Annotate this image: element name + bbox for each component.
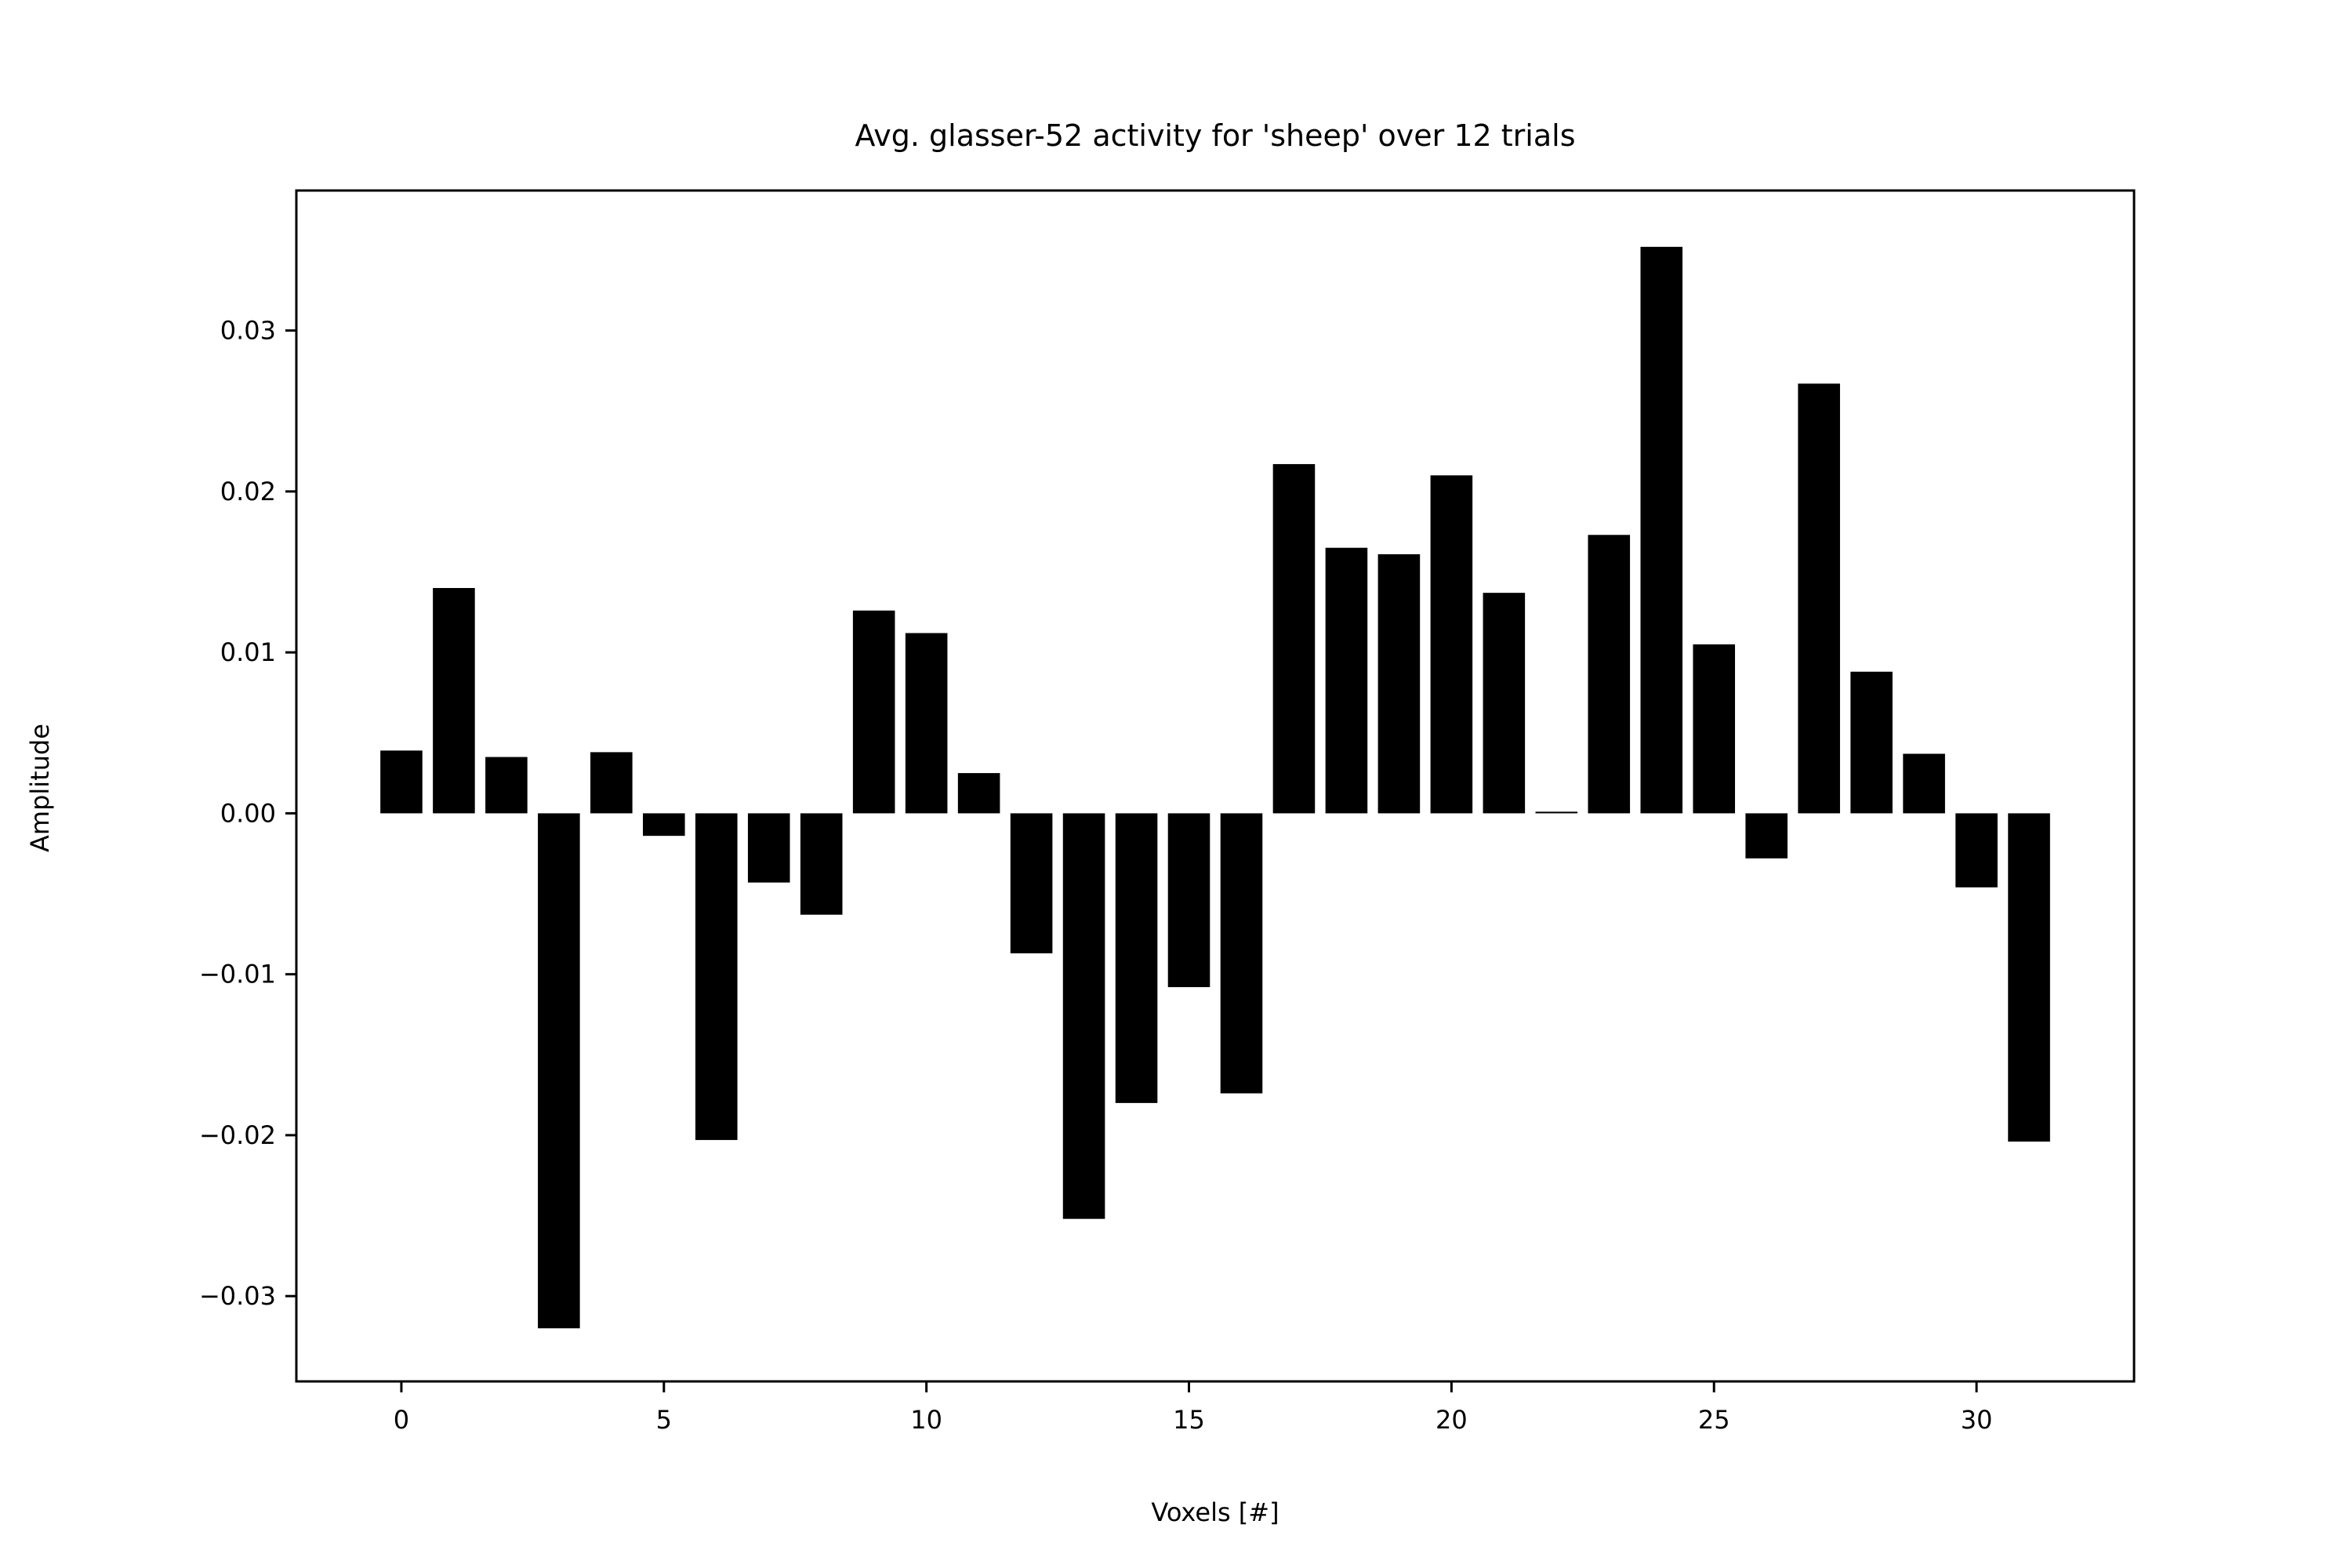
x-tick-label: 0	[394, 1405, 409, 1435]
bar-voxel-7	[747, 813, 790, 883]
x-tick-label: 25	[1698, 1405, 1730, 1435]
bar-voxel-30	[1955, 813, 1998, 887]
x-axis-label: Voxels [#]	[1151, 1497, 1279, 1527]
bar-voxel-20	[1430, 475, 1473, 814]
x-tick-label: 15	[1173, 1405, 1205, 1435]
bar-voxel-4	[590, 752, 633, 814]
x-tick-label: 10	[910, 1405, 942, 1435]
plot-frame	[295, 189, 2136, 1383]
bar-voxel-14	[1115, 813, 1158, 1103]
y-tick-label: 0.03	[220, 316, 276, 346]
bar-voxel-29	[1903, 753, 1945, 814]
bar-voxel-2	[485, 757, 528, 814]
bar-voxel-23	[1588, 535, 1631, 814]
bar-voxel-13	[1062, 813, 1105, 1219]
x-tick-label: 30	[1961, 1405, 1993, 1435]
y-tick-label: 0.00	[220, 798, 276, 828]
y-tick-label: −0.03	[199, 1281, 276, 1311]
bar-voxel-5	[643, 813, 685, 837]
y-axis-label: Amplitude	[25, 724, 55, 852]
x-tick-label: 5	[656, 1405, 672, 1435]
y-axis-ticks: −0.03 −0.02 −0.01 0.00 0.01 0.02 0.03	[199, 316, 296, 1311]
bar-voxel-8	[800, 813, 843, 915]
y-tick-label: −0.02	[199, 1120, 276, 1150]
bar-voxel-9	[852, 610, 895, 814]
bar-voxel-3	[538, 813, 580, 1329]
bar-voxel-17	[1272, 463, 1316, 814]
chart-title: Avg. glasser-52 activity for 'sheep' ove…	[855, 118, 1576, 153]
y-tick-label: 0.01	[220, 637, 276, 667]
bar-voxel-1	[433, 588, 475, 814]
bar-voxel-27	[1798, 383, 1840, 814]
bar-voxel-15	[1167, 813, 1210, 988]
bar-voxel-26	[1745, 813, 1788, 858]
bar-voxel-18	[1325, 547, 1368, 814]
bar-voxel-0	[380, 750, 423, 814]
bar-voxel-10	[905, 633, 948, 814]
bar-voxel-21	[1483, 593, 1526, 814]
bar-voxel-16	[1220, 813, 1263, 1094]
bar-series	[380, 246, 2050, 1329]
bar-voxel-31	[2008, 813, 2050, 1142]
bar-voxel-22	[1535, 811, 1578, 814]
bar-voxel-19	[1377, 554, 1421, 814]
bar-voxel-12	[1010, 813, 1053, 953]
y-tick-label: 0.02	[220, 477, 276, 506]
y-tick-label: −0.01	[199, 960, 276, 989]
bar-voxel-24	[1640, 246, 1683, 814]
bar-voxel-11	[957, 773, 1000, 814]
bar-voxel-28	[1850, 671, 1893, 814]
x-tick-label: 20	[1436, 1405, 1468, 1435]
x-axis-ticks: 0 5 10 15 20 25 30	[394, 1381, 1993, 1435]
bar-voxel-6	[695, 813, 738, 1141]
bar-voxel-25	[1693, 644, 1736, 814]
